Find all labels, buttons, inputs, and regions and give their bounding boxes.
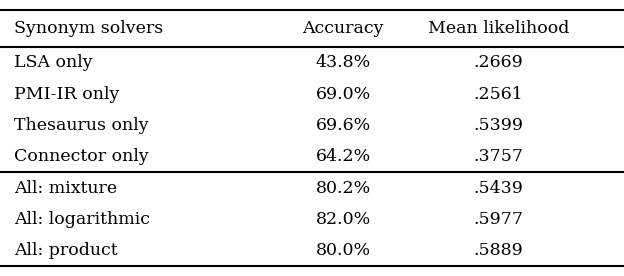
Text: PMI-IR only: PMI-IR only	[14, 86, 119, 103]
Text: .2561: .2561	[474, 86, 524, 103]
Text: 43.8%: 43.8%	[316, 54, 371, 71]
Text: Accuracy: Accuracy	[302, 20, 384, 37]
Text: .5889: .5889	[474, 242, 524, 259]
Text: .5977: .5977	[474, 211, 524, 228]
Text: Connector only: Connector only	[14, 148, 149, 165]
Text: .3757: .3757	[474, 148, 524, 165]
Text: All: logarithmic: All: logarithmic	[14, 211, 150, 228]
Text: 69.0%: 69.0%	[316, 86, 371, 103]
Text: Mean likelihood: Mean likelihood	[427, 20, 569, 37]
Text: Synonym solvers: Synonym solvers	[14, 20, 163, 37]
Text: 80.0%: 80.0%	[316, 242, 371, 259]
Text: .5439: .5439	[474, 180, 524, 197]
Text: All: product: All: product	[14, 242, 117, 259]
Text: .2669: .2669	[474, 54, 524, 71]
Text: All: mixture: All: mixture	[14, 180, 117, 197]
Text: Thesaurus only: Thesaurus only	[14, 117, 149, 134]
Text: 82.0%: 82.0%	[316, 211, 371, 228]
Text: LSA only: LSA only	[14, 54, 92, 71]
Text: 69.6%: 69.6%	[316, 117, 371, 134]
Text: 64.2%: 64.2%	[316, 148, 371, 165]
Text: .5399: .5399	[474, 117, 524, 134]
Text: 80.2%: 80.2%	[316, 180, 371, 197]
